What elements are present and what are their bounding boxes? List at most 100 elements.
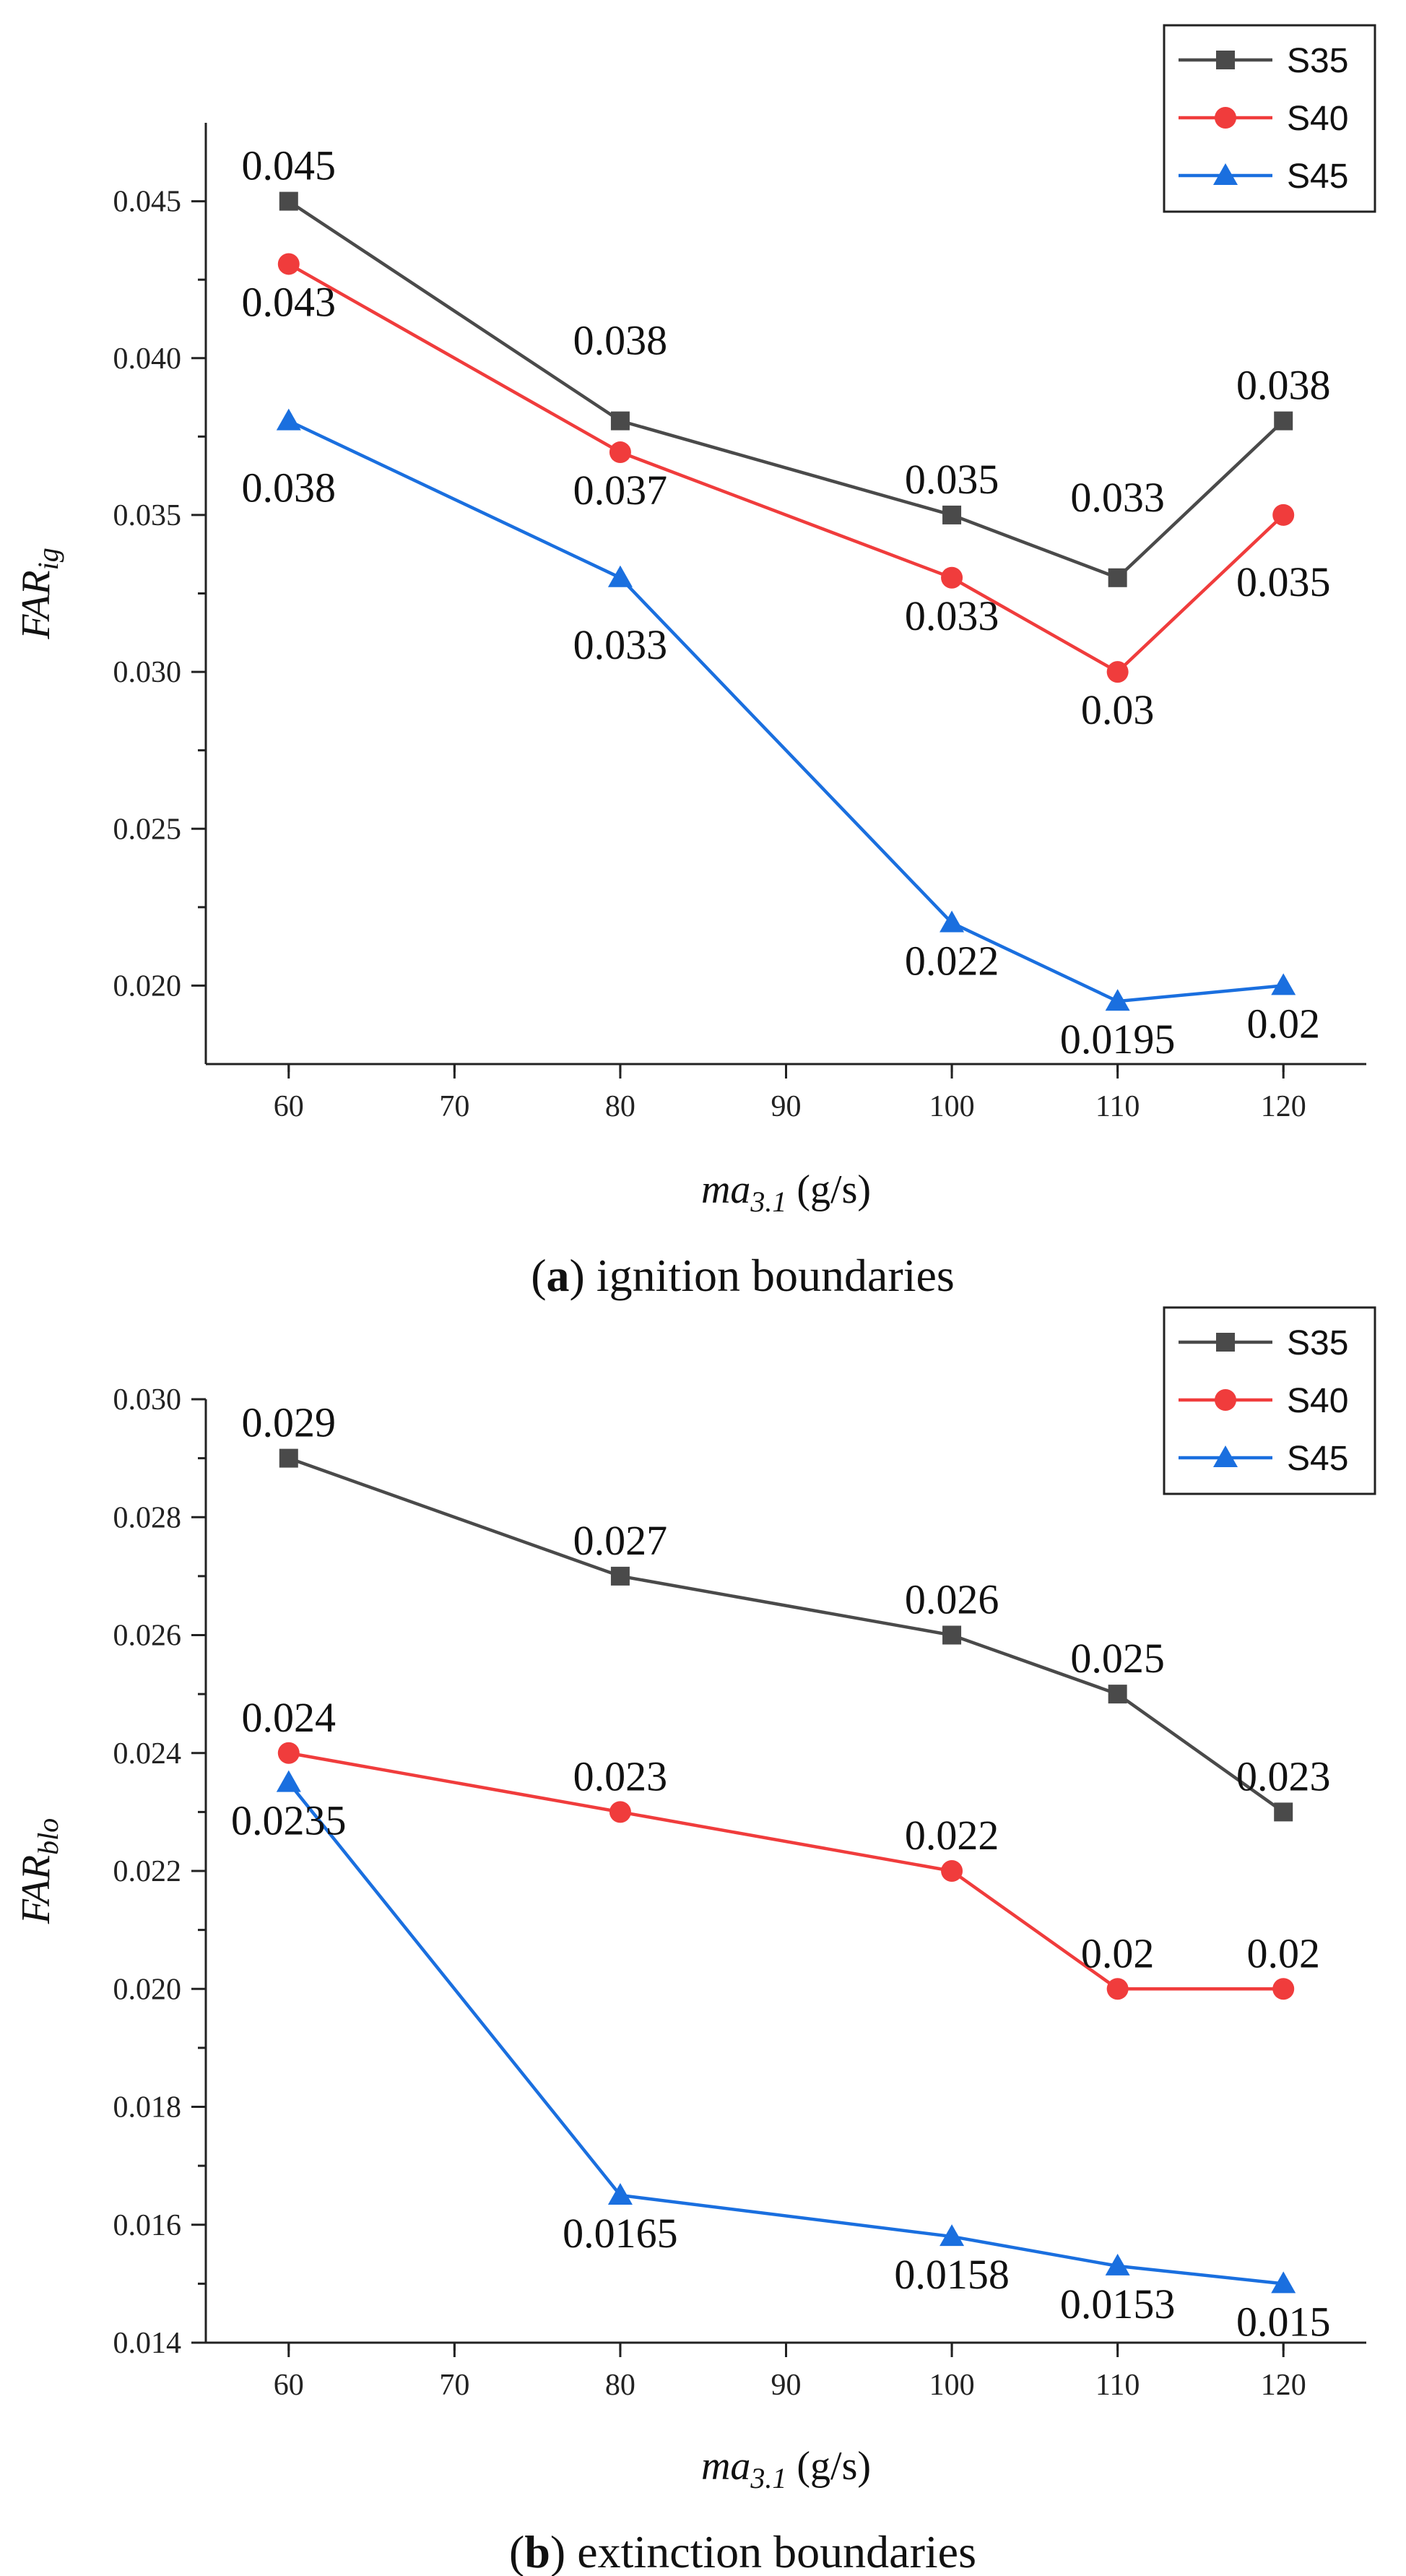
x-tick-label: 60 — [274, 1090, 304, 1123]
x-tick-label: 100 — [929, 1090, 975, 1123]
x-axis-title: ma3.1 (g/s) — [701, 1167, 871, 1218]
y-tick-label: 0.035 — [113, 499, 182, 532]
y-axis-title: FARblo — [14, 1818, 64, 1925]
data-point-S45 — [939, 910, 965, 933]
data-point-S35 — [1274, 411, 1293, 431]
data-label-S35: 0.038 — [573, 317, 668, 364]
data-point-S35 — [942, 1625, 962, 1645]
x-tick-label: 90 — [771, 2369, 802, 2402]
chart-panel-b: 60 70 80 90 100 110 120 0.014 0.016 0.018 0.020 0.0… — [14, 1306, 1376, 2576]
data-point-S35 — [610, 411, 630, 431]
data-label-S40: 0.043 — [242, 278, 337, 325]
x-tick-label: 60 — [274, 2369, 304, 2402]
y-tick-label: 0.016 — [113, 2209, 182, 2242]
data-point-S45 — [1105, 2253, 1130, 2275]
data-label-S40: 0.033 — [905, 592, 999, 639]
data-point-S40 — [609, 441, 631, 464]
legend-label-S45: S45 — [1287, 157, 1348, 196]
data-label-S40: 0.02 — [1081, 1929, 1155, 1976]
data-label-S45: 0.038 — [242, 464, 337, 511]
y-tick-label: 0.022 — [113, 1855, 182, 1888]
data-label-S40: 0.024 — [242, 1694, 337, 1741]
data-point-S40 — [277, 1742, 300, 1764]
data-label-S40: 0.037 — [573, 467, 668, 514]
x-tick-label: 70 — [439, 1090, 469, 1123]
data-point-S45 — [1271, 2271, 1296, 2294]
data-label-S35: 0.045 — [242, 142, 337, 189]
x-tick-label: 100 — [929, 2369, 975, 2402]
data-label-S45: 0.02 — [1246, 1000, 1320, 1047]
data-label-S40: 0.03 — [1081, 686, 1155, 733]
data-label-S45: 0.022 — [905, 938, 999, 985]
data-point-S35 — [610, 1566, 630, 1586]
data-label-S35: 0.029 — [242, 1399, 337, 1446]
y-tick-label: 0.040 — [113, 342, 182, 376]
legend: S35 S40 S45 — [1163, 24, 1376, 213]
x-tick-label: 120 — [1261, 1090, 1306, 1123]
data-point-S35 — [1108, 568, 1127, 587]
y-tick-label: 0.025 — [113, 813, 182, 846]
y-tick-label: 0.018 — [113, 2091, 182, 2125]
data-point-S35 — [942, 505, 962, 524]
legend-marker-S45 — [1213, 163, 1238, 185]
x-tick-label: 80 — [605, 2369, 635, 2402]
legend-marker-S45 — [1213, 1445, 1238, 1467]
data-point-S40 — [1272, 503, 1295, 526]
y-tick-label: 0.030 — [113, 1383, 182, 1417]
data-label-S35: 0.027 — [573, 1517, 668, 1564]
data-label-S45: 0.015 — [1236, 2298, 1331, 2345]
data-point-S35 — [279, 1448, 298, 1468]
legend-label-S40: S40 — [1287, 100, 1348, 138]
data-label-S40: 0.022 — [905, 1812, 999, 1859]
data-label-S45: 0.033 — [573, 621, 668, 668]
legend-label-S40: S40 — [1287, 1382, 1348, 1420]
data-point-S45 — [276, 408, 301, 431]
legend-marker-S35 — [1216, 1333, 1235, 1352]
data-label-S40: 0.023 — [573, 1752, 668, 1799]
series-line-S35 — [287, 199, 1285, 580]
data-point-S45 — [1105, 989, 1130, 1011]
x-tick-label: 80 — [605, 1090, 635, 1123]
data-point-S35 — [279, 191, 298, 211]
series-line-S45 — [287, 1781, 1284, 2286]
data-point-S40 — [1106, 661, 1129, 683]
x-tick-label: 90 — [771, 1090, 802, 1123]
data-label-S35: 0.033 — [1070, 474, 1165, 521]
data-label-S40: 0.035 — [1236, 558, 1331, 605]
figure-caption: (a) ignition boundaries — [531, 1250, 955, 1301]
data-point-S40 — [941, 566, 963, 589]
data-point-S45 — [939, 2224, 965, 2247]
y-tick-label: 0.045 — [113, 186, 182, 219]
legend: S35 S40 S45 — [1163, 1306, 1376, 1495]
data-label-S45: 0.0195 — [1060, 1016, 1176, 1063]
data-point-S40 — [941, 1860, 963, 1882]
x-tick-label: 110 — [1095, 2369, 1140, 2402]
y-tick-label: 0.014 — [113, 2327, 182, 2360]
x-tick-label: 110 — [1095, 1090, 1140, 1123]
data-label-S35: 0.038 — [1236, 362, 1331, 409]
data-point-S45 — [276, 1770, 301, 1792]
y-tick-label: 0.024 — [113, 1737, 182, 1771]
data-point-S40 — [1106, 1978, 1129, 2000]
y-tick-label: 0.030 — [113, 656, 182, 689]
data-point-S35 — [1274, 1802, 1293, 1822]
data-label-S45: 0.0153 — [1060, 2281, 1176, 2328]
legend-marker-S35 — [1216, 51, 1235, 69]
y-tick-label: 0.028 — [113, 1501, 182, 1534]
figure-caption: (b) extinction boundaries — [509, 2526, 976, 2576]
x-axis-title: ma3.1 (g/s) — [701, 2444, 871, 2494]
data-point-S45 — [607, 2182, 633, 2205]
data-point-S40 — [609, 1801, 631, 1823]
legend-label-S35: S35 — [1287, 42, 1348, 80]
data-point-S45 — [1271, 973, 1296, 995]
data-label-S45: 0.0235 — [231, 1797, 347, 1844]
data-label-S35: 0.026 — [905, 1576, 999, 1623]
chart-panel-a: 60 70 80 90 100 110 120 0.020 0.025 0.030 0.035 0.0… — [14, 24, 1376, 1301]
data-point-S45 — [607, 565, 633, 587]
legend-marker-S40 — [1215, 1389, 1236, 1411]
data-point-S40 — [277, 253, 300, 275]
data-label-S35: 0.025 — [1070, 1635, 1165, 1682]
legend-marker-S40 — [1215, 107, 1236, 129]
y-tick-label: 0.020 — [113, 969, 182, 1003]
